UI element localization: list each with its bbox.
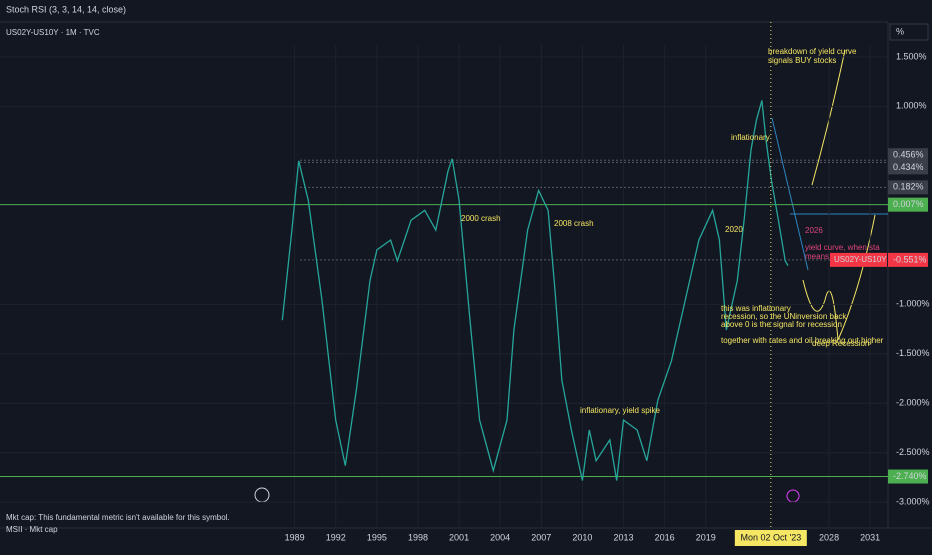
annotation: above 0 is the signal for recession	[721, 320, 842, 329]
unit-button[interactable]	[889, 23, 929, 41]
x-tick-label: 2028	[819, 532, 839, 542]
annotation: signals BUY stocks	[768, 56, 836, 65]
x-tick-label: 2001	[449, 532, 469, 542]
annotation: this was inflationary	[721, 304, 791, 313]
price-label-bg	[888, 160, 928, 175]
unit-button-label[interactable]: %	[896, 26, 904, 36]
x-tick-label: 2019	[696, 532, 716, 542]
symbol-tag: US02Y-US10Y	[834, 255, 887, 264]
price-label-bg	[888, 180, 928, 195]
chart-title: US02Y-US10Y · 1M · TVC	[6, 28, 100, 37]
annotation: 2008 crash	[554, 219, 594, 228]
x-tick-label: 1998	[408, 532, 428, 542]
drawn-line	[771, 117, 809, 271]
annotation: 2000 crash	[461, 214, 501, 223]
symbol-tag-bg	[830, 252, 887, 267]
price-label-bg	[888, 197, 928, 212]
x-tick-label: 2013	[614, 532, 634, 542]
annotation: deep Recession	[812, 339, 869, 348]
annotation: together with rates and oil breaking out…	[721, 336, 884, 345]
y-tick-label: 1.000%	[896, 101, 927, 111]
annotation: inflationary	[731, 133, 770, 142]
x-tick-label: 2010	[572, 532, 592, 542]
x-tick-label: 2031	[860, 532, 880, 542]
y-tick-label: -2.000%	[896, 398, 930, 408]
annotation: recession, so the UNinversion back	[721, 312, 847, 321]
y-tick-label: -2.500%	[896, 447, 930, 457]
crosshair-label-bg	[734, 530, 807, 546]
annotation: means	[805, 252, 829, 261]
x-tick-label: 2016	[655, 532, 675, 542]
footer-text: Mkt cap: This fundamental metric isn't a…	[6, 513, 230, 522]
x-tick-label: 2007	[531, 532, 551, 542]
drawn-curve	[802, 214, 876, 341]
y-tick-label: -3.000%	[896, 497, 930, 507]
indicator-label: Stoch RSI (3, 3, 14, 14, close)	[6, 4, 126, 14]
x-tick-label: 2004	[490, 532, 510, 542]
annotation: inflationary, yield spike	[580, 406, 660, 415]
annotation: yield curve, when sta	[805, 243, 880, 252]
price-label: -2.740%	[893, 471, 927, 481]
x-tick-label: 1995	[367, 532, 387, 542]
y-tick-label: -1.500%	[896, 348, 930, 358]
price-label-bg	[888, 469, 928, 484]
annotation: 2020	[725, 225, 743, 234]
price-label: 0.007%	[893, 199, 924, 209]
x-tick-label: 1989	[285, 532, 305, 542]
crosshair-label: Mon 02 Oct '23	[740, 532, 801, 542]
y-tick-label: -1.000%	[896, 299, 930, 309]
price-label: -0.551%	[893, 254, 927, 264]
y-tick-label: 1.500%	[896, 51, 927, 61]
price-label-bg	[888, 252, 928, 267]
price-line	[281, 100, 789, 481]
price-label: 0.456%	[893, 150, 924, 160]
x-tick-label: 1992	[326, 532, 346, 542]
plot-layer: 1.500% 1.000% -1.000% -1.500% -2.000% -2.500%…	[0, 22, 930, 546]
price-label-bg	[888, 148, 928, 163]
annotation: 2026	[805, 226, 823, 235]
footer-text: MSII · Mkt cap	[6, 525, 58, 534]
price-label: 0.182%	[893, 182, 924, 192]
annotation: breakdown of yield curve	[768, 47, 857, 56]
price-label: 0.434%	[893, 162, 924, 172]
